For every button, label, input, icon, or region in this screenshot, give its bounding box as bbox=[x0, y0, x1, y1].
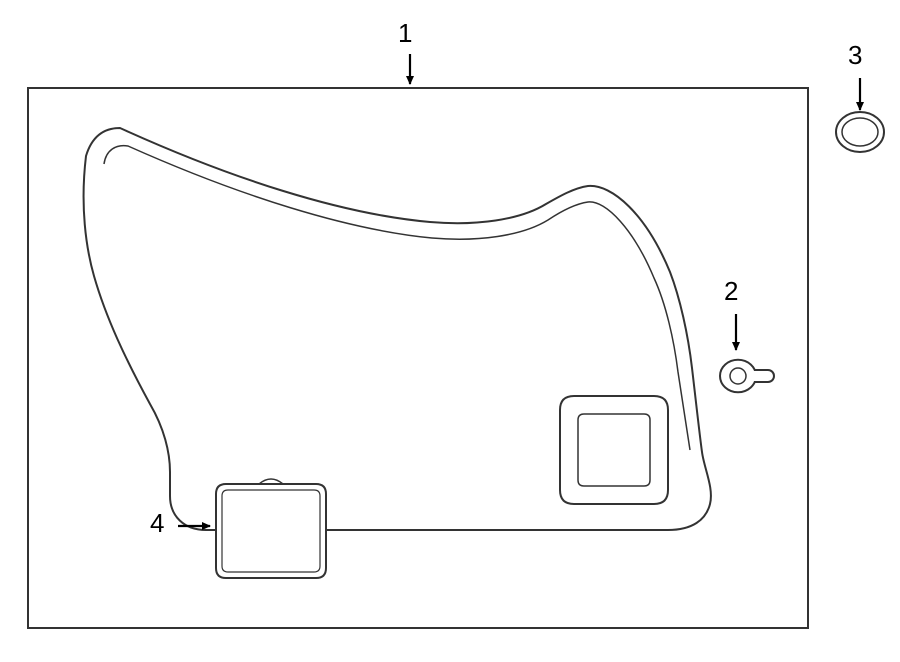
retainer-clip bbox=[720, 360, 774, 392]
callout-label-4: 4 bbox=[150, 508, 164, 539]
trim-panel bbox=[84, 128, 711, 530]
diagram-svg bbox=[0, 0, 900, 662]
access-cover bbox=[216, 479, 326, 578]
callout-label-3: 3 bbox=[848, 40, 862, 71]
callout-label-2: 2 bbox=[724, 276, 738, 307]
callout-label-1: 1 bbox=[398, 18, 412, 49]
grommet bbox=[836, 112, 884, 152]
parts-diagram-canvas: 1 2 3 4 bbox=[0, 0, 900, 662]
